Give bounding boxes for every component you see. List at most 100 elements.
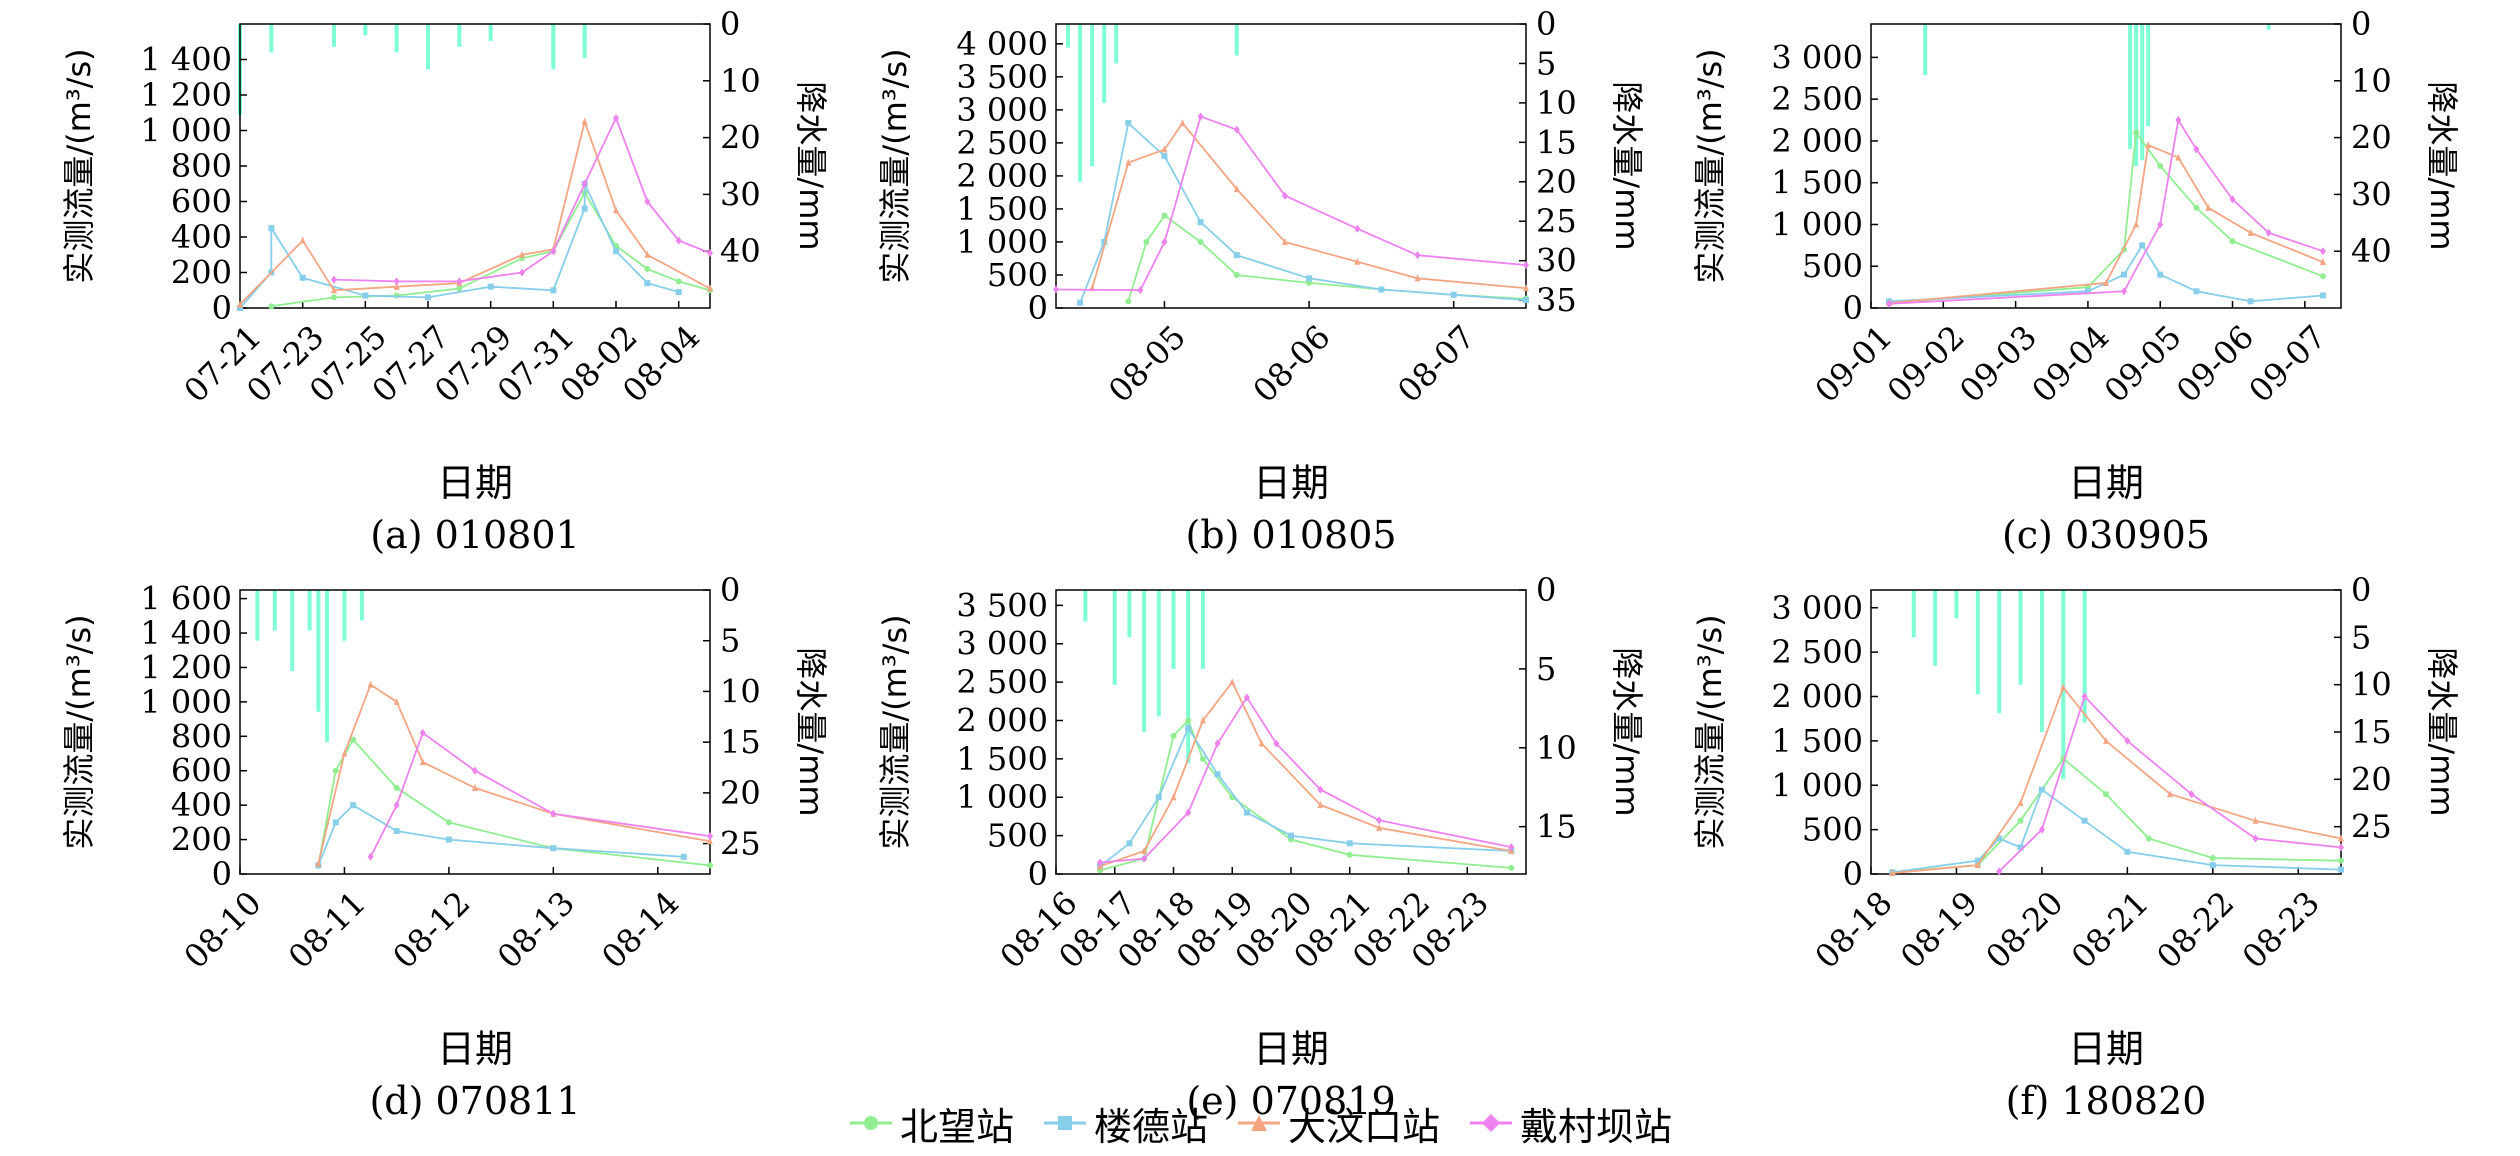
y2-tick-label: 10 [720, 62, 761, 100]
x-tick-label: 08-14 [594, 884, 686, 976]
data-point [2157, 220, 2164, 229]
data-point [2157, 271, 2164, 278]
rain-bar [1954, 590, 1959, 619]
rain-bar [457, 24, 462, 47]
x-tick-label: 08-12 [385, 884, 477, 976]
rain-bar [1066, 24, 1071, 48]
y2-tick-label: 20 [720, 119, 761, 157]
rain-bar [1127, 590, 1132, 638]
data-point [2103, 791, 2109, 798]
data-point [2017, 817, 2024, 824]
rain-bar [1923, 24, 1928, 76]
data-point [445, 819, 452, 826]
data-point [472, 766, 478, 775]
data-point [2124, 736, 2131, 745]
legend-marker [1057, 1116, 1072, 1130]
data-point [644, 280, 651, 287]
data-point [2167, 790, 2174, 798]
data-point [1346, 840, 1353, 847]
y-tick-label: 400 [171, 786, 232, 824]
data-point [707, 832, 713, 841]
y-tick-label: 2 000 [1771, 678, 1863, 716]
legend-item: 楼德站 [1042, 1096, 1208, 1151]
data-point [1214, 739, 1221, 748]
legend-marker [1251, 1115, 1267, 1131]
data-point [1185, 717, 1192, 724]
rain-bar [2018, 590, 2023, 685]
x-tick-label: 08-05 [1101, 318, 1193, 410]
y2-axis-label: 降水量/mm [1608, 647, 1646, 816]
rain-bar [2146, 24, 2151, 127]
x-tick-label: 09-03 [1952, 318, 2044, 410]
data-point [1523, 284, 1529, 292]
y2-axis-label: 降水量/mm [1608, 81, 1646, 250]
x-tick-label: 09-05 [2097, 318, 2189, 410]
data-point [2319, 247, 2326, 256]
data-point [707, 284, 713, 292]
data-point [1197, 238, 1204, 245]
x-tick-label: 08-20 [1978, 884, 2070, 976]
data-point [2081, 817, 2088, 824]
y2-tick-label: 0 [2351, 5, 2371, 43]
data-point [707, 862, 713, 869]
x-tick-label: 08-21 [2064, 884, 2156, 976]
panel-caption: (e) 070819 [1186, 1079, 1395, 1123]
y-tick-label: 3 000 [1771, 589, 1863, 627]
data-point [1137, 286, 1144, 295]
data-point [675, 236, 682, 245]
y-tick-label: 0 [212, 855, 232, 893]
y2-tick-label: 15 [720, 723, 761, 761]
y2-tick-label: 5 [1536, 44, 1556, 82]
y-tick-label: 200 [171, 254, 232, 292]
data-point [2038, 825, 2045, 834]
data-point [341, 749, 348, 757]
y-tick-label: 0 [1843, 855, 1863, 893]
y2-tick-label: 5 [2351, 618, 2371, 656]
rain-bar [269, 24, 274, 53]
data-point [1197, 112, 1204, 121]
data-point [2209, 855, 2216, 862]
y-tick-label: 0 [1843, 289, 1863, 327]
data-point [350, 802, 357, 809]
rain-bar [1090, 24, 1095, 166]
data-point [2319, 273, 2326, 280]
data-point [472, 783, 478, 791]
y2-tick-label: 20 [1536, 163, 1577, 201]
panel-caption: (f) 180820 [2006, 1079, 2207, 1123]
y2-tick-label: 5 [1536, 650, 1556, 688]
data-point [2175, 116, 2182, 125]
x-tick-label: 08-07 [1390, 318, 1482, 410]
data-point [1199, 716, 1206, 724]
data-point [1053, 285, 1059, 294]
data-point [1125, 158, 1132, 166]
data-point [331, 275, 337, 284]
y-tick-label: 0 [1028, 289, 1048, 327]
data-point [1414, 251, 1421, 260]
chart-panel-f: 0 500 1 000 1 500 2 000 2 500 3 000 0 5 10 15 20 25 0… [1691, 571, 2461, 1123]
data-point [2188, 790, 2195, 799]
rain-bar [2134, 24, 2139, 166]
plot-frame [239, 589, 711, 875]
data-point [675, 289, 682, 296]
y-tick-label: 1 400 [140, 614, 232, 652]
y-tick-label: 1 000 [1771, 205, 1863, 243]
y2-tick-label: 20 [720, 774, 761, 812]
y-tick-label: 2 000 [956, 701, 1048, 739]
series-line [1889, 243, 2323, 303]
data-point [2133, 220, 2140, 228]
y2-tick-label: 0 [1536, 571, 1556, 609]
data-point [550, 247, 557, 256]
x-tick-label: 09-07 [2241, 318, 2333, 410]
data-point [707, 248, 713, 257]
data-point [1450, 291, 1457, 298]
data-point [393, 697, 400, 705]
data-point [1097, 858, 1104, 867]
y-tick-label: 3 000 [1771, 38, 1863, 76]
plot-frame [1870, 23, 2342, 309]
data-point [1508, 843, 1515, 852]
data-point [2139, 242, 2146, 249]
data-point [1143, 238, 1150, 245]
data-point [1229, 678, 1236, 686]
data-point [1170, 732, 1177, 739]
